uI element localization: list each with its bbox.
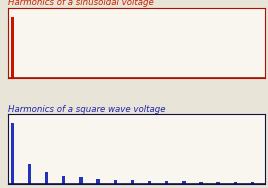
Bar: [114, 180, 117, 184]
Bar: [79, 177, 83, 184]
Bar: [251, 182, 254, 184]
Bar: [148, 181, 151, 184]
Bar: [45, 172, 48, 184]
Bar: [96, 179, 100, 184]
Bar: [234, 182, 237, 184]
Bar: [217, 182, 220, 184]
Bar: [62, 176, 65, 184]
Text: Harmonics of a square wave voltage: Harmonics of a square wave voltage: [8, 105, 166, 114]
Bar: [199, 182, 203, 184]
Bar: [182, 181, 185, 184]
Bar: [28, 164, 31, 184]
Bar: [131, 180, 134, 184]
Bar: [11, 123, 14, 184]
Bar: [11, 17, 14, 78]
Text: Harmonics of a sinusoidal voltage: Harmonics of a sinusoidal voltage: [8, 0, 154, 8]
Bar: [165, 181, 168, 184]
